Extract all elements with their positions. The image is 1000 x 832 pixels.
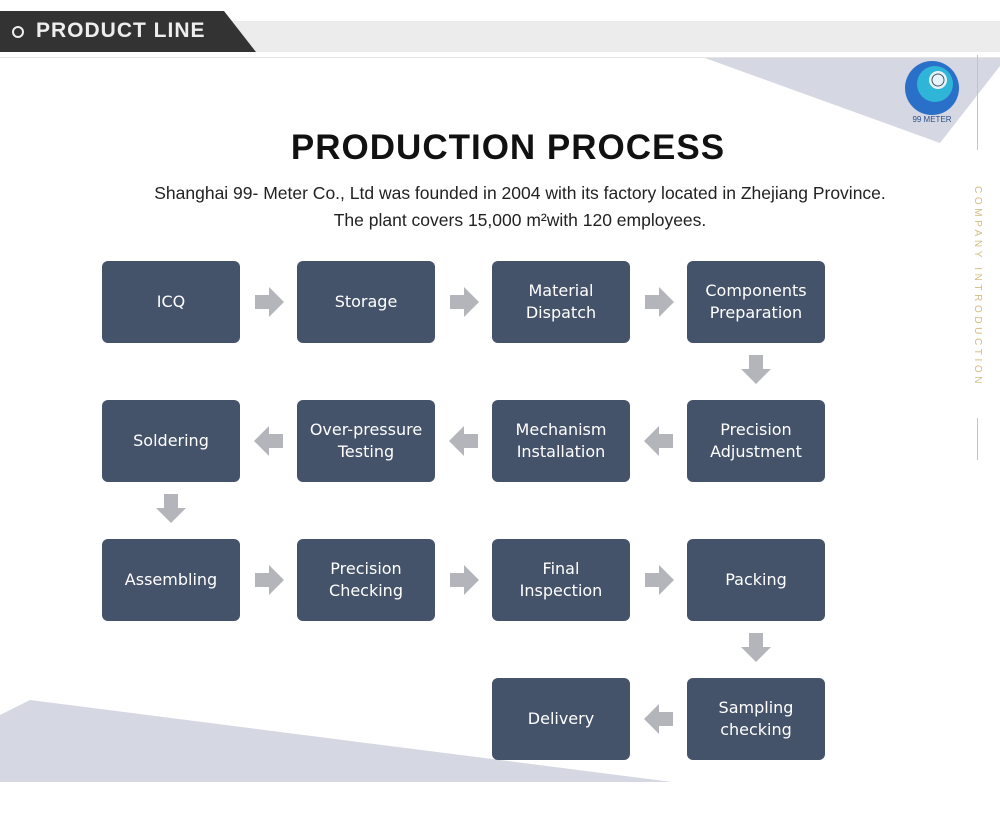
arrow-icon	[254, 565, 284, 595]
process-step: Delivery	[492, 678, 630, 760]
side-label: COMPANY INTRODUCTION	[972, 186, 983, 388]
arrow-icon	[449, 565, 479, 595]
arrow-icon	[449, 287, 479, 317]
process-step: Components Preparation	[687, 261, 825, 343]
arrow-icon	[253, 426, 283, 456]
process-step: Over-pressure Testing	[297, 400, 435, 482]
arrow-icon	[643, 704, 673, 734]
process-step: ICQ	[102, 261, 240, 343]
process-step: Storage	[297, 261, 435, 343]
header-tab	[0, 11, 256, 52]
process-step: Packing	[687, 539, 825, 621]
circle-icon	[12, 26, 24, 38]
arrow-icon	[644, 565, 674, 595]
arrow-icon	[448, 426, 478, 456]
side-line-bottom	[977, 418, 978, 460]
bottom-left-triangle	[0, 700, 672, 782]
process-step: Final Inspection	[492, 539, 630, 621]
divider	[0, 57, 1000, 58]
process-step: Mechanism Installation	[492, 400, 630, 482]
process-step: Precision Checking	[297, 539, 435, 621]
process-step: Soldering	[102, 400, 240, 482]
arrow-icon	[254, 287, 284, 317]
header-title: PRODUCT LINE	[36, 19, 206, 42]
process-step: Precision Adjustment	[687, 400, 825, 482]
logo: 99 METER	[897, 60, 967, 125]
process-step: Material Dispatch	[492, 261, 630, 343]
process-step: Sampling checking	[687, 678, 825, 760]
page-title: PRODUCTION PROCESS	[290, 128, 726, 167]
arrow-icon	[643, 426, 673, 456]
arrow-icon	[644, 287, 674, 317]
arrow-icon	[741, 633, 771, 662]
description: Shanghai 99- Meter Co., Ltd was founded …	[154, 183, 886, 230]
logo-text: 99 METER	[912, 115, 951, 124]
arrow-icon	[156, 494, 186, 523]
side-line-top	[977, 55, 978, 150]
process-step: Assembling	[102, 539, 240, 621]
arrow-icon	[741, 355, 771, 384]
